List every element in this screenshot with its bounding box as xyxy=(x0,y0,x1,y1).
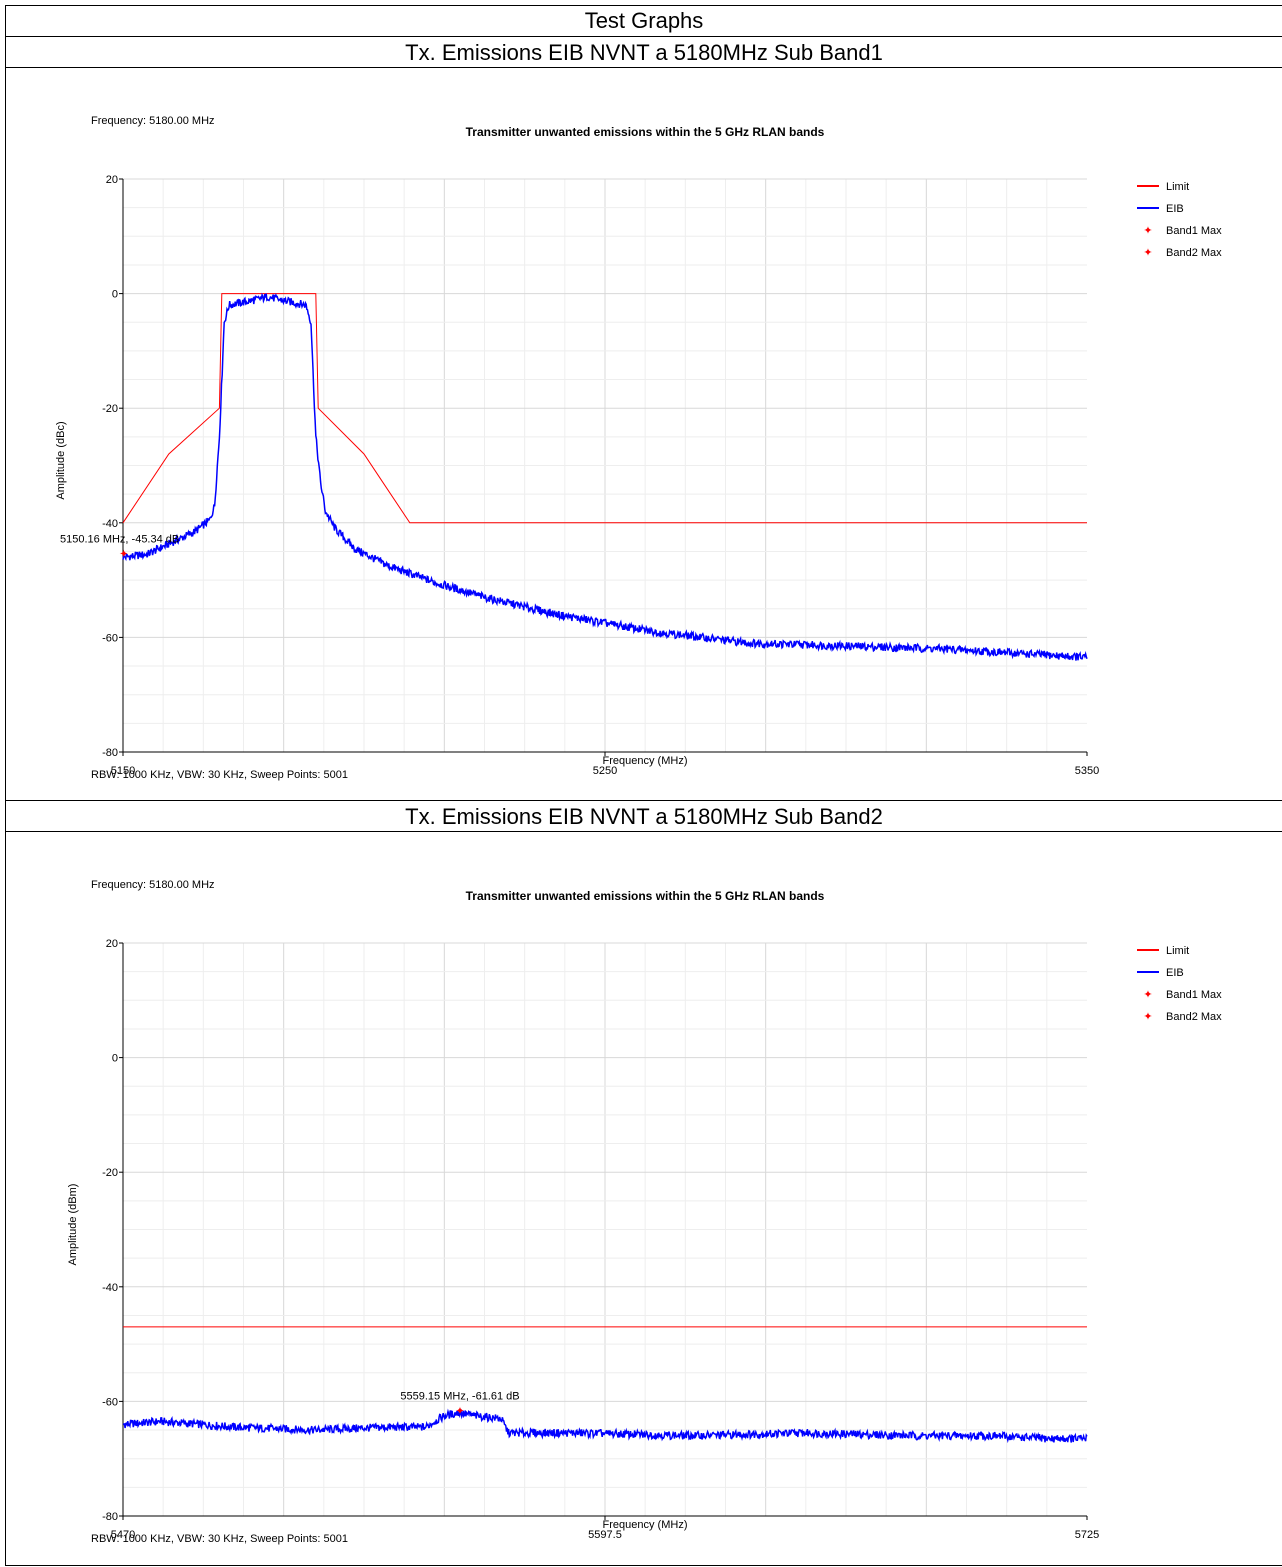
x-axis-label: Frequency (MHz) xyxy=(603,1519,688,1531)
y-tick-label: 20 xyxy=(106,938,118,950)
legend-label: EIB xyxy=(1166,967,1184,979)
legend-label: Band1 Max xyxy=(1166,989,1222,1001)
x-tick-label: 5350 xyxy=(1075,765,1099,777)
x-tick-label: 5725 xyxy=(1075,1529,1099,1541)
marker-label: 5559.15 MHz, -61.61 dB xyxy=(400,1391,519,1403)
y-tick-label: -80 xyxy=(102,1511,118,1523)
legend: Limit EIB ✦ Band1 Max ✦ Band2 Max xyxy=(1137,945,1222,1023)
legend-label: Band1 Max xyxy=(1166,225,1222,237)
y-tick-label: -20 xyxy=(102,1167,118,1179)
legend-label: EIB xyxy=(1166,203,1184,215)
y-tick-label: -60 xyxy=(102,632,118,644)
grid xyxy=(123,942,1087,1517)
chart-2-svg: Frequency: 5180.00 MHz Transmitter unwant… xyxy=(67,879,1222,1545)
limit-line xyxy=(122,293,1087,524)
max-marker: ✦ xyxy=(119,548,128,560)
y-axis-label: Amplitude (dBm) xyxy=(67,1184,79,1266)
y-tick-label: -20 xyxy=(102,403,118,415)
legend-label: Band2 Max xyxy=(1166,1011,1222,1023)
y-tick-label: -80 xyxy=(102,747,118,759)
y-axis-label: Amplitude (dBc) xyxy=(55,421,67,499)
chart-1-panel: Frequency: 5180.00 MHz Transmitter unwant… xyxy=(6,68,1282,801)
chart-2-panel: Frequency: 5180.00 MHz Transmitter unwant… xyxy=(6,832,1282,1565)
y-tick-label: -40 xyxy=(102,1282,118,1294)
legend-marker-swatch: ✦ xyxy=(1143,225,1152,237)
x-tick-label: 5150 xyxy=(111,765,135,777)
frequency-label: Frequency: 5180.00 MHz xyxy=(91,879,215,891)
x-tick-label: 5470 xyxy=(111,1529,135,1541)
x-tick-label: 5597.5 xyxy=(588,1529,622,1541)
y-tick-label: 0 xyxy=(112,289,118,301)
footer-settings: RBW: 1000 KHz, VBW: 30 KHz, Sweep Points… xyxy=(91,769,348,781)
legend-label: Limit xyxy=(1166,181,1189,193)
chart-1-svg: Frequency: 5180.00 MHz Transmitter unwant… xyxy=(55,115,1222,781)
chart-1-caption: Tx. Emissions EIB NVNT a 5180MHz Sub Ban… xyxy=(6,37,1282,68)
marker-label: 5150.16 MHz, -45.34 dB xyxy=(60,533,179,545)
chart-title: Transmitter unwanted emissions within th… xyxy=(466,125,825,139)
y-tick-label: -60 xyxy=(102,1396,118,1408)
legend-marker-swatch: ✦ xyxy=(1143,1011,1152,1023)
x-axis-label: Frequency (MHz) xyxy=(603,755,688,767)
x-tick-label: 5250 xyxy=(593,765,617,777)
footer-settings: RBW: 1000 KHz, VBW: 30 KHz, Sweep Points… xyxy=(91,1533,348,1545)
chart-title: Transmitter unwanted emissions within th… xyxy=(466,889,825,903)
test-graphs-table: Test Graphs Tx. Emissions EIB NVNT a 518… xyxy=(5,5,1282,1566)
eib-trace xyxy=(122,292,1088,661)
y-tick-label: 20 xyxy=(106,174,118,186)
legend: Limit EIB ✦ Band1 Max ✦ Band2 Max xyxy=(1137,181,1222,259)
grid xyxy=(123,178,1087,753)
eib-trace xyxy=(122,1408,1088,1444)
document-title: Test Graphs xyxy=(6,6,1282,37)
legend-label: Band2 Max xyxy=(1166,247,1222,259)
y-tick-label: 0 xyxy=(112,1053,118,1065)
legend-label: Limit xyxy=(1166,945,1189,957)
frequency-label: Frequency: 5180.00 MHz xyxy=(91,115,215,127)
legend-marker-swatch: ✦ xyxy=(1143,247,1152,259)
legend-marker-swatch: ✦ xyxy=(1143,989,1152,1001)
y-tick-label: -40 xyxy=(102,518,118,530)
max-marker: ✦ xyxy=(455,1406,464,1418)
chart-2-caption: Tx. Emissions EIB NVNT a 5180MHz Sub Ban… xyxy=(6,801,1282,832)
